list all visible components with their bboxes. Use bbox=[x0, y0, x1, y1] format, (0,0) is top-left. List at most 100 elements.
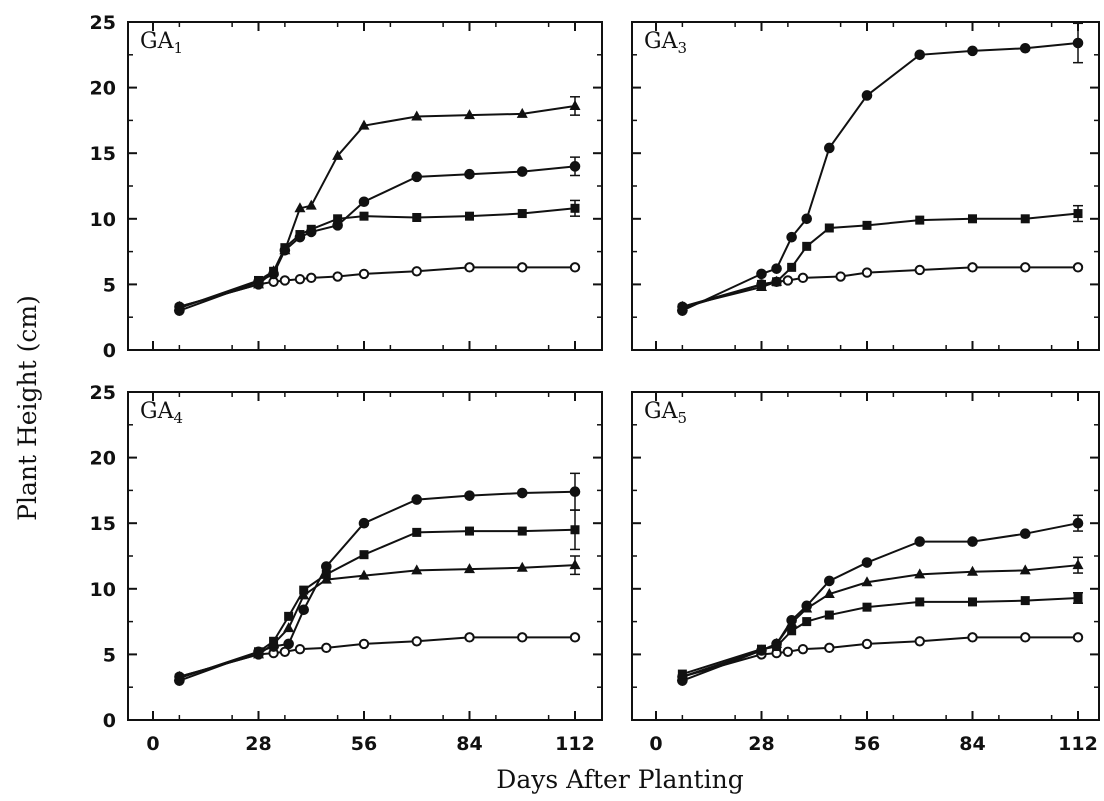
y-tick-label: 15 bbox=[90, 513, 116, 535]
open-circle-point bbox=[569, 262, 581, 273]
open-circle-point bbox=[861, 638, 873, 650]
series-line bbox=[179, 528, 576, 679]
filled-square-point bbox=[968, 214, 977, 224]
filled-circle-point bbox=[1019, 528, 1031, 539]
filled-square-point bbox=[306, 224, 316, 234]
open-circle-point bbox=[464, 262, 475, 273]
y-tick-label: 10 bbox=[90, 579, 116, 601]
series-line bbox=[682, 212, 1079, 309]
filled-circle-point bbox=[358, 196, 370, 208]
filled-circle-point bbox=[464, 168, 475, 180]
panel-2: GA3 bbox=[631, 21, 1100, 351]
filled-circle-point bbox=[1072, 517, 1084, 529]
filled-square-point bbox=[333, 214, 343, 224]
open-circle-point bbox=[1020, 632, 1031, 643]
open-circle-point bbox=[1020, 262, 1031, 273]
x-tick-label: 84 bbox=[456, 733, 482, 755]
filled-square-point bbox=[862, 220, 872, 230]
panel-label: GA5 bbox=[644, 399, 687, 427]
series-filled-triangle bbox=[173, 555, 581, 681]
open-circle-point bbox=[824, 642, 835, 654]
series-filled-circle bbox=[677, 22, 1084, 316]
filled-square-point bbox=[1073, 593, 1083, 603]
filled-triangle-point bbox=[411, 110, 423, 121]
filled-triangle-point bbox=[967, 565, 978, 576]
filled-square-point bbox=[284, 611, 294, 621]
filled-circle-point bbox=[516, 487, 528, 499]
filled-square-point bbox=[915, 597, 925, 607]
series-open-circle bbox=[174, 262, 581, 312]
x-tick-label: 112 bbox=[1058, 733, 1098, 755]
filled-triangle-point bbox=[298, 589, 310, 600]
filled-triangle-point bbox=[1072, 559, 1084, 570]
open-circle-point bbox=[797, 643, 809, 655]
series-line bbox=[179, 490, 576, 682]
filled-circle-point bbox=[861, 557, 873, 568]
open-circle-point bbox=[411, 636, 422, 647]
series-filled-square bbox=[677, 591, 1083, 679]
filled-triangle-point bbox=[411, 564, 423, 575]
series-filled-square bbox=[174, 509, 580, 683]
y-tick-label: 0 bbox=[103, 710, 116, 732]
open-circle-point bbox=[294, 273, 306, 285]
open-circle-point bbox=[517, 632, 528, 643]
filled-square-point bbox=[570, 203, 580, 213]
panel-3: GA4 0 5 10 15 20 25 0 28 56 84 112 bbox=[90, 382, 603, 755]
series-line bbox=[179, 636, 575, 678]
filled-circle-point bbox=[786, 231, 797, 243]
series-open-circle bbox=[677, 262, 1084, 312]
filled-triangle-point bbox=[516, 107, 528, 118]
filled-square-point bbox=[1073, 209, 1083, 219]
x-tick-label: 56 bbox=[854, 733, 880, 755]
filled-triangle-point bbox=[1019, 564, 1031, 575]
open-circle-point bbox=[914, 636, 925, 647]
open-circle-point bbox=[306, 272, 317, 284]
filled-square-point bbox=[862, 602, 872, 612]
filled-square-point bbox=[465, 526, 474, 536]
filled-triangle-point bbox=[516, 561, 528, 572]
series-filled-circle bbox=[174, 472, 581, 686]
filled-circle-point bbox=[1072, 37, 1084, 49]
y-tick-label: 0 bbox=[103, 340, 116, 362]
series-filled-triangle bbox=[173, 96, 581, 311]
open-circle-point bbox=[782, 646, 794, 657]
open-circle-point bbox=[358, 268, 370, 280]
filled-triangle-point bbox=[173, 670, 185, 681]
filled-circle-point bbox=[801, 213, 813, 225]
series-filled-square bbox=[677, 204, 1083, 313]
filled-square-point bbox=[787, 626, 797, 636]
open-circle-point bbox=[967, 262, 978, 273]
open-circle-point bbox=[464, 632, 475, 643]
filled-triangle-point bbox=[801, 602, 813, 613]
filled-square-point bbox=[787, 262, 797, 272]
filled-square-point bbox=[359, 550, 369, 560]
y-tick-label: 25 bbox=[90, 12, 116, 34]
open-circle-point bbox=[294, 643, 306, 655]
panel-4: GA5 0 28 56 84 112 bbox=[631, 391, 1100, 755]
filled-circle-point bbox=[411, 494, 423, 505]
filled-circle-point bbox=[298, 604, 310, 616]
filled-circle-point bbox=[411, 171, 423, 183]
filled-circle-point bbox=[358, 517, 370, 529]
filled-circle-point bbox=[321, 561, 332, 572]
filled-square-point bbox=[915, 215, 925, 225]
panel-label: GA1 bbox=[140, 29, 183, 57]
filled-square-point bbox=[412, 527, 422, 537]
series-line bbox=[682, 596, 1079, 676]
series-filled-square bbox=[174, 199, 580, 313]
open-circle-point bbox=[835, 271, 846, 282]
open-circle-point bbox=[411, 266, 422, 277]
filled-circle-point bbox=[967, 536, 978, 547]
y-axis-title: Plant Height (cm) bbox=[13, 295, 42, 521]
series-line bbox=[179, 207, 576, 309]
open-circle-point bbox=[279, 275, 291, 286]
open-circle-point bbox=[914, 264, 925, 276]
filled-triangle-point bbox=[861, 576, 873, 587]
filled-square-point bbox=[1020, 596, 1030, 606]
open-circle-point bbox=[861, 267, 873, 278]
filled-square-point bbox=[412, 212, 422, 222]
filled-triangle-point bbox=[464, 563, 475, 574]
filled-square-point bbox=[517, 526, 527, 536]
